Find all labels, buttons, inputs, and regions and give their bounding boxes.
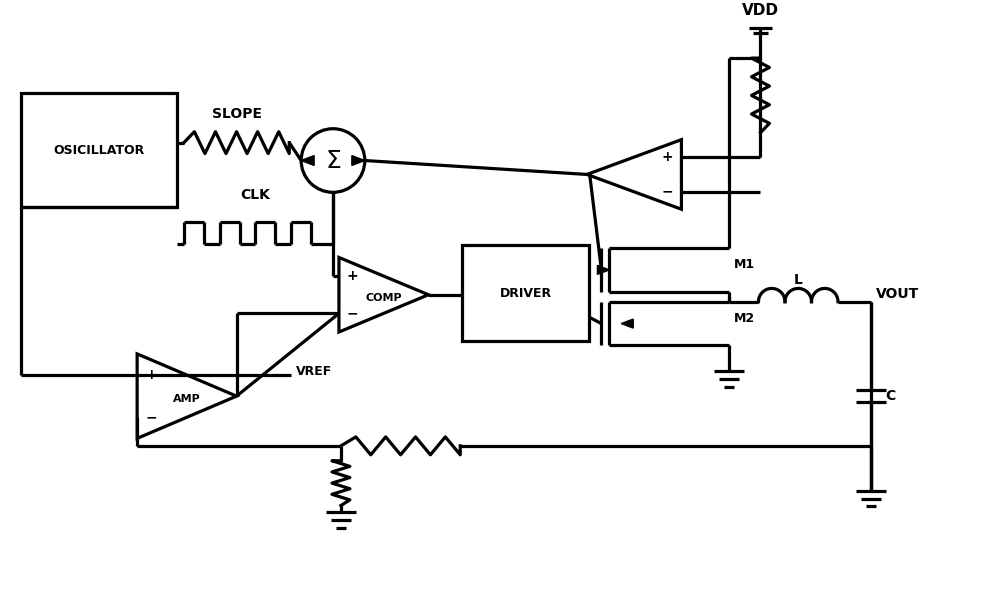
Text: VDD: VDD [742,4,779,18]
Text: $\Sigma$: $\Sigma$ [325,148,341,173]
Text: DRIVER: DRIVER [500,287,552,300]
Text: CLK: CLK [241,188,270,202]
Text: +: + [347,269,359,283]
Text: M2: M2 [734,312,755,325]
Text: +: + [662,150,673,164]
Bar [462,245,589,342]
Text: +: + [145,368,157,382]
Text: L: L [794,273,803,287]
Polygon shape [301,155,314,166]
Text: C: C [886,389,896,403]
Text: SLOPE: SLOPE [212,107,262,121]
Text: VOUT: VOUT [876,287,919,301]
Text: AMP: AMP [173,394,201,404]
Text: −: − [145,411,157,424]
Text: −: − [662,185,673,199]
Text: −: − [347,306,359,320]
Bar [21,93,177,207]
Text: VREF: VREF [296,365,332,378]
Text: M1: M1 [734,259,755,272]
Text: OSICILLATOR: OSICILLATOR [53,144,144,157]
Polygon shape [621,319,633,328]
Polygon shape [597,266,609,274]
Text: COMP: COMP [365,293,402,303]
Polygon shape [352,155,365,166]
